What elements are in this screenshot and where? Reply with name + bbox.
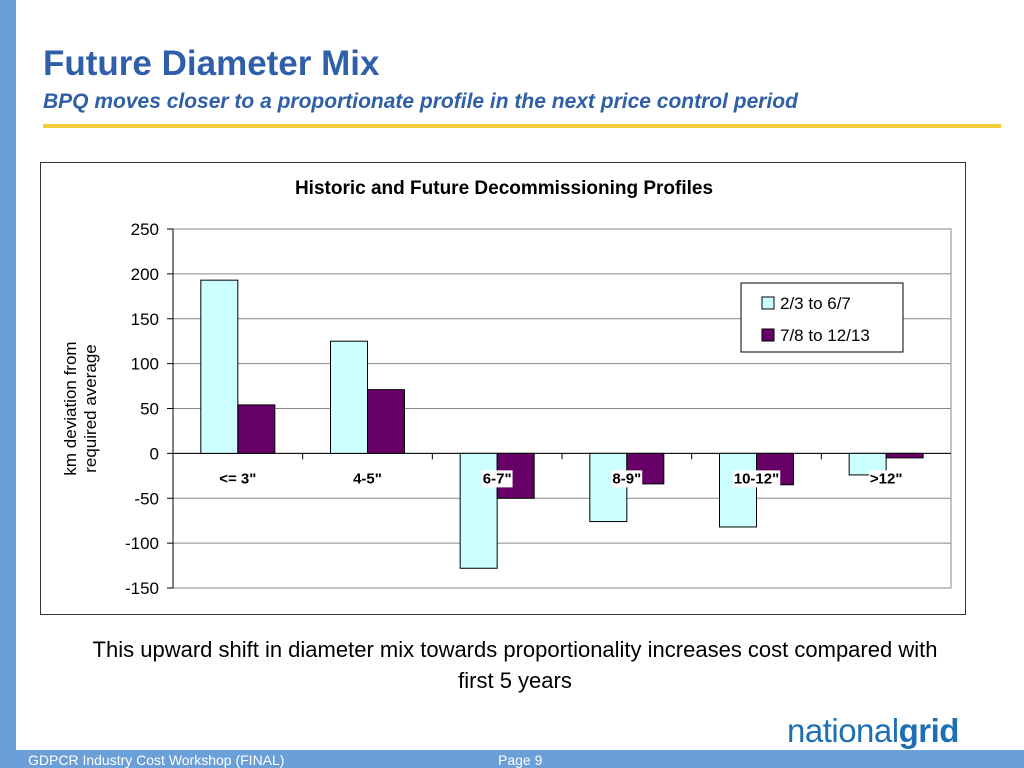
national-grid-logo: nationalgrid [787,712,959,750]
bar-historic [330,340,368,454]
bar-historic [719,452,757,528]
y-axis-label: km deviation fromrequired average [61,341,100,475]
page-subtitle: BPQ moves closer to a proportionate prof… [43,90,798,113]
x-tick-label: 4-5" [353,470,382,487]
legend-swatch [761,328,775,342]
bar-future [885,452,924,459]
x-tick-label: <= 3" [219,470,256,487]
legend-swatch [761,296,775,310]
title-underline [43,124,1001,128]
left-accent-bar [0,0,16,768]
x-tick-label: 10-12" [734,470,779,487]
legend-label: 7/8 to 12/13 [780,326,870,345]
y-tick-label: 250 [131,220,159,239]
footer-title: GDPCR Industry Cost Workshop (FINAL) [28,752,285,768]
logo-text-light: national [787,712,899,749]
bar-historic [848,452,887,476]
bar-historic [589,452,628,523]
bar-future [367,389,405,454]
x-tick-label: 6-7" [483,470,512,487]
x-tick-label-bg [481,470,513,488]
y-tick-label: 200 [131,265,159,284]
bar-future [626,452,665,485]
y-tick-label: 50 [140,400,159,419]
y-tick-label: -50 [134,489,159,508]
legend-label: 2/3 to 6/7 [780,294,851,313]
bar-historic [200,279,239,454]
x-tick-label-bg [352,470,383,488]
y-tick-label: 100 [131,355,159,374]
slide-caption: This upward shift in diameter mix toward… [92,637,938,693]
page-number: Page 9 [498,752,543,768]
y-tick-label: 150 [131,310,159,329]
decommissioning-chart: Historic and Future Decommissioning Prof… [61,178,952,598]
x-tick-label: >12" [870,470,903,487]
x-tick-label-bg [218,470,258,488]
bar-future [237,404,276,454]
y-tick-label: -150 [125,579,159,598]
y-tick-label: 0 [150,444,159,463]
legend: 2/3 to 6/7 7/8 to 12/13 [740,282,904,353]
page-title: Future Diameter Mix [43,44,380,83]
x-tick-label-bg [868,470,904,488]
x-axis-labels: <= 3" 4-5" 6-7" 8-9" 10-12" >12" [218,470,904,488]
bar-series [200,279,924,569]
logo-text-bold: grid [898,712,960,749]
x-tick-label-bg [611,470,643,488]
y-tick-label: -100 [125,534,159,553]
chart-frame: Historic and Future Decommissioning Prof… [40,162,966,615]
y-axis: -150 -100 -50 0 50 100 150 200 250 [125,220,951,598]
x-tick-label-bg [732,470,781,488]
footer-bar [0,750,1024,768]
x-tick-label: 8-9" [612,470,641,487]
chart-title: Historic and Future Decommissioning Prof… [295,178,713,199]
